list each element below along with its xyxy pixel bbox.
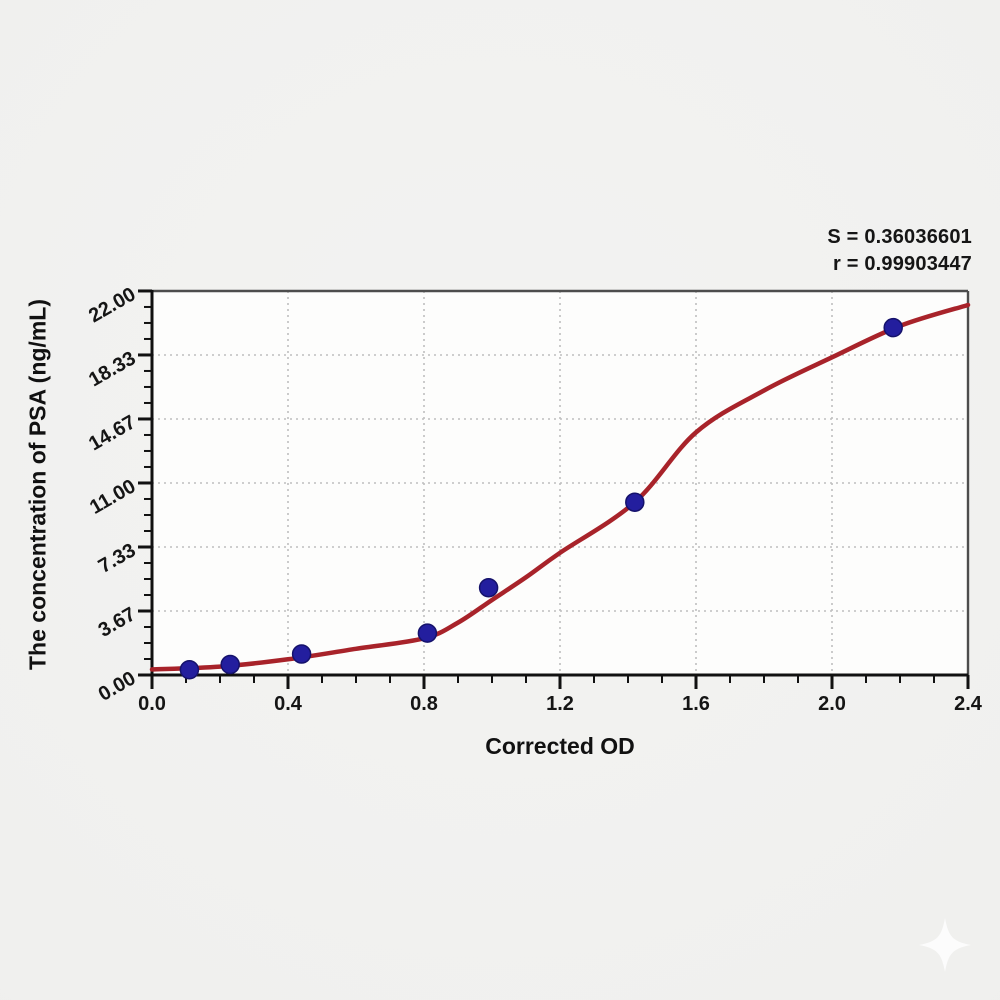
x-tick-label: 0.0: [138, 693, 166, 715]
x-axis-title: Corrected OD: [485, 733, 635, 759]
stat-s-value: S = 0.36036601: [827, 226, 972, 248]
y-tick-label: 7.33: [95, 539, 140, 578]
stat-r-value: r = 0.99903447: [832, 253, 972, 275]
y-tick-label: 11.00: [86, 475, 139, 519]
data-point: [179, 660, 200, 680]
data-point: [417, 623, 438, 643]
y-tick-label: 14.67: [85, 411, 139, 455]
y-tick-label: 3.67: [95, 603, 140, 642]
x-tick-label: 1.2: [546, 693, 574, 715]
y-tick-label: 22.00: [85, 283, 139, 327]
data-point: [220, 654, 240, 675]
data-point: [883, 317, 903, 338]
y-tick-label: 0.00: [95, 667, 140, 706]
data-point: [625, 492, 645, 512]
x-tick-label: 0.8: [410, 693, 438, 715]
x-tick-label: 1.6: [682, 693, 710, 715]
y-tick-label: 18.33: [85, 347, 139, 391]
sparkle-icon: [919, 918, 971, 972]
data-point: [478, 577, 499, 598]
x-tick-label: 2.0: [818, 693, 846, 715]
x-tick-label: 2.4: [954, 693, 983, 715]
x-tick-label: 0.4: [274, 693, 303, 715]
data-point: [291, 644, 312, 664]
fit-statistics: S = 0.36036601 r = 0.99903447: [827, 224, 972, 278]
